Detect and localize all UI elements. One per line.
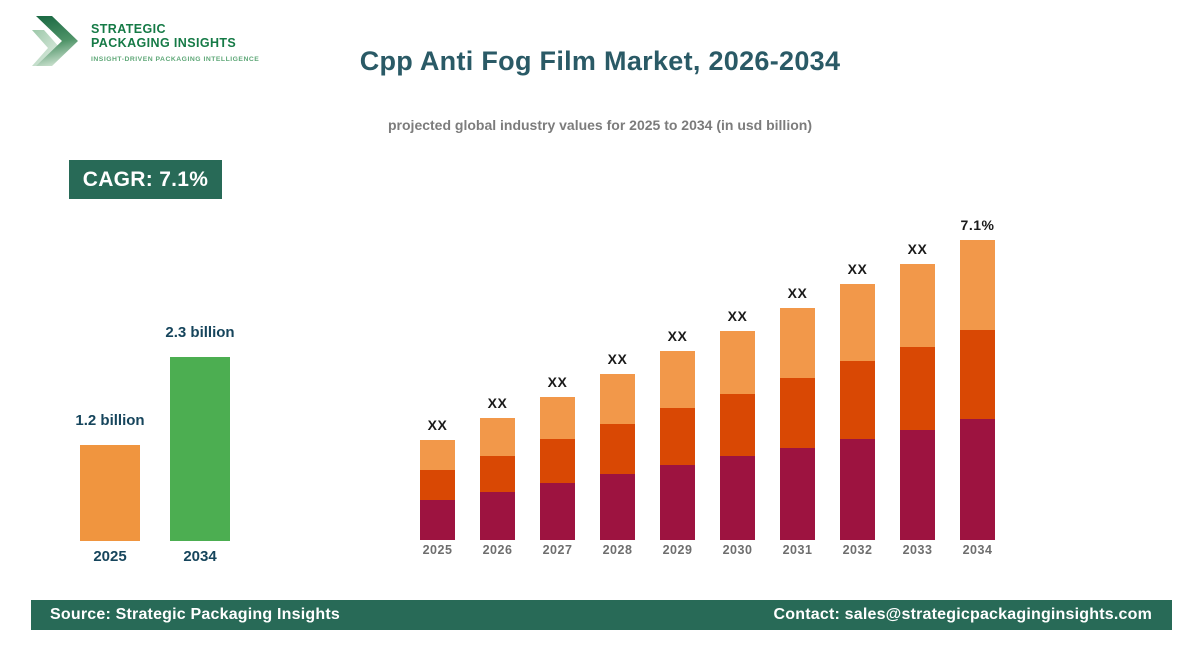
stacked-bar-segment-segment-bottom	[780, 448, 815, 540]
stacked-bar-segment-segment-middle	[480, 456, 515, 492]
stacked-bar-segment-segment-bottom	[900, 430, 935, 540]
footer-contact-text: Contact: sales@strategicpackaginginsight…	[773, 606, 1152, 623]
stacked-x-tick-label: 2033	[902, 543, 933, 557]
comparison-bar	[170, 357, 230, 541]
stacked-bar-group: 7.1%	[960, 217, 995, 540]
page-title: Cpp Anti Fog Film Market, 2026-2034	[359, 46, 841, 76]
stacked-bar-segment-segment-top	[780, 308, 815, 378]
cagr-badge: CAGR: 7.1%	[69, 160, 222, 199]
stacked-bar-segment-segment-top	[840, 284, 875, 361]
stacked-bar-group: XX	[660, 328, 695, 540]
stacked-chart-x-axis: 2025 2026 2027 2028 2029 2030 2031 2032 2033 2034	[420, 543, 995, 557]
comparison-bar-value-label: 2.3 billion	[165, 324, 235, 341]
stacked-bar-group: XX	[600, 351, 635, 540]
stacked-bar-segment-segment-middle	[420, 470, 455, 500]
footer-source-text: Source: Strategic Packaging Insights	[50, 606, 340, 623]
comparison-bar-group: 2.3 billion	[165, 324, 235, 541]
stacked-bar-segment-segment-bottom	[960, 419, 995, 540]
stacked-bar-segment-segment-middle	[600, 424, 635, 474]
stacked-bar-value-label: XX	[907, 241, 928, 257]
stacked-x-tick-label: 2026	[482, 543, 513, 557]
stacked-x-tick-label: 2034	[962, 543, 993, 557]
stacked-x-tick-label: 2025	[422, 543, 453, 557]
footer-bar: Source: Strategic Packaging Insights Con…	[31, 600, 1172, 630]
comparison-chart-x-axis: 2025 2034	[80, 548, 230, 565]
stacked-bar-segment-segment-middle	[720, 394, 755, 456]
stacked-bar-segment-segment-bottom	[720, 456, 755, 540]
brand-logo: STRATEGIC PACKAGING INSIGHTS INSIGHT-DRI…	[30, 14, 259, 68]
stacked-x-tick-label: 2030	[722, 543, 753, 557]
stacked-x-tick-label: 2031	[782, 543, 813, 557]
stacked-bar-value-label: XX	[847, 261, 868, 277]
stacked-bar-segment-segment-top	[420, 440, 455, 470]
comparison-bar-group: 1.2 billion	[75, 412, 145, 541]
stacked-bar-segment-segment-middle	[540, 439, 575, 483]
stacked-bar-segment-segment-top	[600, 374, 635, 424]
stacked-x-tick-label: 2028	[602, 543, 633, 557]
comparison-x-tick-label: 2025	[93, 548, 127, 565]
comparison-bar	[80, 445, 140, 541]
stacked-bar-group: XX	[720, 308, 755, 540]
comparison-x-tick-label: 2034	[183, 548, 217, 565]
stacked-bar-group: XX	[840, 261, 875, 540]
stacked-bar-segment-segment-top	[720, 331, 755, 394]
stacked-bar-segment-segment-middle	[900, 347, 935, 430]
stacked-bar-segment-segment-bottom	[420, 500, 455, 540]
stacked-bar-group: XX	[900, 241, 935, 540]
stacked-bar-value-label: XX	[667, 328, 688, 344]
brand-logo-text: STRATEGIC PACKAGING INSIGHTS INSIGHT-DRI…	[91, 14, 259, 63]
stacked-bar-value-label: XX	[607, 351, 628, 367]
stacked-bar-group: XX	[480, 395, 515, 540]
brand-name-line2: PACKAGING INSIGHTS	[91, 36, 237, 51]
stacked-bar-segment-segment-middle	[660, 408, 695, 465]
stacked-bar-chart: XX XX XX XX XX XX XX XX XX 7.1%	[420, 217, 995, 540]
stacked-bar-value-label: XX	[787, 285, 808, 301]
stacked-bar-group: XX	[420, 417, 455, 540]
brand-name-line1: STRATEGIC	[91, 22, 166, 36]
stacked-bar-value-label: 7.1%	[960, 217, 995, 233]
stacked-bar-segment-segment-bottom	[480, 492, 515, 540]
comparison-bar-chart: 1.2 billion 2.3 billion	[75, 324, 235, 541]
stacked-bar-segment-segment-bottom	[600, 474, 635, 540]
stacked-bar-value-label: XX	[547, 374, 568, 390]
stacked-bar-segment-segment-top	[960, 240, 995, 330]
stacked-x-tick-label: 2032	[842, 543, 873, 557]
stacked-bar-value-label: XX	[427, 417, 448, 433]
stacked-bar-value-label: XX	[487, 395, 508, 411]
stacked-bar-segment-segment-top	[660, 351, 695, 408]
stacked-bar-group: XX	[780, 285, 815, 540]
stacked-bar-segment-segment-bottom	[840, 439, 875, 540]
stacked-bar-segment-segment-top	[540, 397, 575, 439]
stacked-bar-segment-segment-bottom	[660, 465, 695, 540]
brand-tagline: INSIGHT-DRIVEN PACKAGING INTELLIGENCE	[91, 55, 260, 63]
page-subtitle: projected global industry values for 202…	[388, 117, 812, 133]
stacked-bar-segment-segment-middle	[780, 378, 815, 448]
stacked-bar-segment-segment-middle	[960, 330, 995, 419]
stacked-x-tick-label: 2029	[662, 543, 693, 557]
stacked-x-tick-label: 2027	[542, 543, 573, 557]
stacked-bar-segment-segment-top	[480, 418, 515, 456]
chevron-arrow-icon	[32, 16, 78, 66]
stacked-bar-value-label: XX	[727, 308, 748, 324]
stacked-bar-segment-segment-bottom	[540, 483, 575, 540]
comparison-bar-value-label: 1.2 billion	[75, 412, 145, 429]
stacked-bar-segment-segment-middle	[840, 361, 875, 439]
stacked-bar-segment-segment-top	[900, 264, 935, 347]
stacked-bar-group: XX	[540, 374, 575, 540]
